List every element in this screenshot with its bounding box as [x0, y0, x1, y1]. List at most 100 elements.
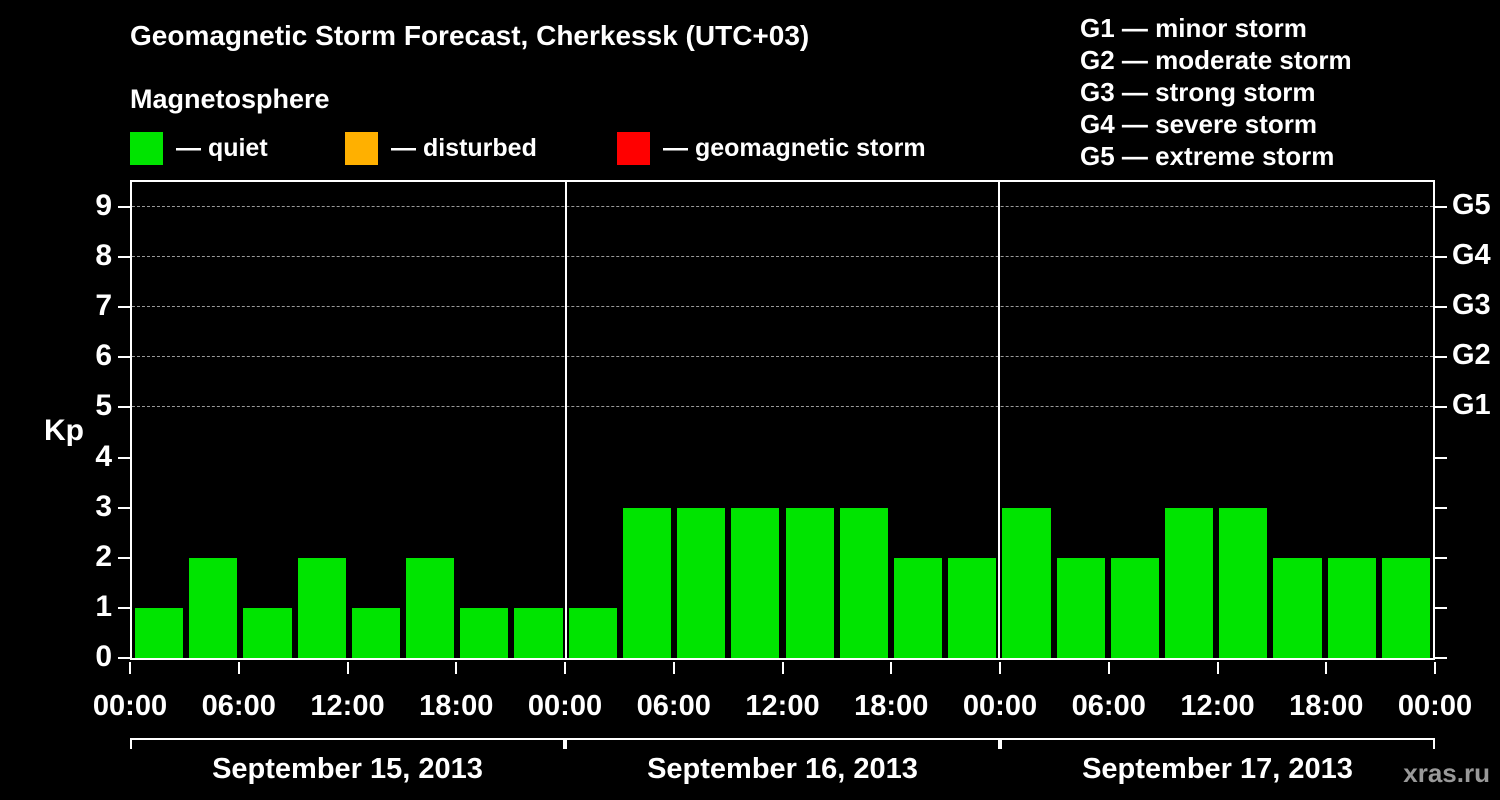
day-separator-line [564, 182, 567, 658]
date-label: September 17, 2013 [1082, 753, 1353, 785]
legend-item-geomagnetic-storm: — geomagnetic storm [617, 132, 926, 165]
kp-bar [1002, 507, 1051, 658]
day-separator-line [998, 182, 1001, 658]
y-tick-mark-right [1435, 256, 1447, 259]
x-axis-tick-label: 06:00 [636, 690, 711, 722]
y-axis-tick-label: 9 [95, 189, 112, 223]
kp-bar [135, 607, 184, 658]
kp-bar [1110, 557, 1159, 658]
y-tick-mark-left [118, 206, 130, 209]
storm-scale-line-g2: G2 — moderate storm [1080, 45, 1352, 75]
y-tick-mark-left [118, 356, 130, 359]
y-tick-mark-left [118, 456, 130, 459]
kp-bar [677, 507, 726, 658]
x-tick-mark [237, 662, 240, 674]
page-title: Geomagnetic Storm Forecast, Cherkessk (U… [130, 20, 810, 51]
gridline-kp-7 [132, 306, 1433, 308]
x-tick-mark [781, 662, 784, 674]
x-tick-mark [346, 662, 349, 674]
x-axis-tick-label: 00:00 [1397, 690, 1473, 722]
x-axis-tick-label: 06:00 [1071, 690, 1146, 722]
y-tick-mark-right [1435, 406, 1447, 409]
x-axis-tick-label: 00:00 [92, 690, 168, 722]
y-axis-tick-label: 0 [95, 640, 112, 673]
kp-bar [189, 557, 238, 658]
y-tick-mark-left [118, 506, 130, 509]
kp-bar [568, 607, 617, 658]
kp-bar [1219, 507, 1268, 658]
storm-scale-line-g5: G5 — extreme storm [1080, 141, 1335, 171]
x-tick-mark [564, 662, 566, 674]
x-tick-mark [129, 662, 131, 674]
storm-scale-line-g4: G4 — severe storm [1080, 109, 1318, 139]
y-axis-tick-label: 7 [95, 289, 112, 323]
y-tick-mark-right [1435, 456, 1447, 459]
y-tick-mark-left [118, 657, 130, 659]
kp-bar [297, 557, 346, 658]
kp-bar [1381, 557, 1430, 658]
kp-bar [839, 507, 888, 658]
y-axis-title: Kp [44, 414, 84, 447]
x-axis-tick-label: 00:00 [527, 690, 603, 722]
right-axis-label-g2: G2 [1452, 339, 1491, 372]
right-axis-label-g5: G5 [1452, 189, 1491, 222]
y-axis-tick-label: 6 [95, 339, 112, 373]
gridline-kp-8 [132, 256, 1433, 258]
kp-bar [1273, 557, 1322, 658]
kp-bar [243, 607, 292, 658]
legend-label-geomagnetic-storm: — geomagnetic storm [663, 134, 926, 162]
storm-scale-legend: G1 — minor storm G2 — moderate storm G3 — … [1080, 12, 1352, 172]
x-axis-tick-label: 12:00 [310, 690, 385, 722]
date-bracket [130, 738, 565, 749]
chart-plot-area [130, 180, 1435, 660]
legend-item-disturbed: — disturbed [345, 132, 537, 165]
kp-bar [514, 607, 563, 658]
y-tick-mark-right [1435, 356, 1447, 359]
legend-item-quiet: — quiet [130, 132, 268, 165]
x-axis-tick-label: 06:00 [201, 690, 276, 722]
legend-label-quiet: — quiet [176, 134, 268, 162]
x-tick-mark [672, 662, 675, 674]
watermark: xras.ru [1403, 758, 1490, 788]
date-label: September 15, 2013 [212, 753, 483, 785]
y-tick-mark-left [118, 406, 130, 409]
y-axis-tick-label: 1 [95, 589, 112, 623]
y-axis-tick-label: 8 [95, 239, 112, 273]
y-tick-mark-right [1435, 556, 1447, 559]
date-bracket [565, 738, 1000, 749]
legend-swatch-geomagnetic-storm-icon [617, 132, 650, 165]
x-axis-tick-label: 12:00 [745, 690, 820, 722]
x-tick-mark [999, 662, 1001, 674]
kp-bar [622, 507, 672, 658]
kp-bar [731, 507, 780, 658]
date-label: September 16, 2013 [647, 753, 918, 785]
x-axis-tick-label: 12:00 [1180, 690, 1255, 722]
magnetosphere-label: Magnetosphere [130, 84, 330, 114]
storm-scale-line-g3: G3 — strong storm [1080, 77, 1316, 107]
x-tick-mark [890, 662, 893, 674]
y-tick-mark-right [1435, 506, 1447, 509]
right-axis-label-g1: G1 [1452, 389, 1491, 422]
right-axis-label-g3: G3 [1452, 289, 1491, 322]
kp-bar [406, 557, 455, 658]
kp-bar [948, 557, 997, 658]
x-tick-mark [1434, 662, 1436, 674]
x-axis-tick-label: 00:00 [962, 690, 1038, 722]
kp-bar [1056, 557, 1105, 658]
y-tick-mark-left [118, 556, 130, 559]
y-tick-mark-right [1435, 657, 1447, 659]
gridline-kp-6 [132, 356, 1433, 358]
x-tick-mark [1325, 662, 1328, 674]
storm-scale-line-g1: G1 — minor storm [1080, 13, 1307, 43]
x-axis-tick-label: 18:00 [854, 690, 929, 722]
y-tick-mark-right [1435, 606, 1447, 609]
y-tick-mark-right [1435, 306, 1447, 309]
x-tick-mark [1107, 662, 1110, 674]
y-axis-tick-label: 2 [95, 539, 112, 573]
gridline-kp-5 [132, 406, 1433, 408]
legend-swatch-quiet-icon [130, 132, 163, 165]
right-axis-label-g4: G4 [1452, 239, 1491, 272]
y-tick-mark-left [118, 606, 130, 609]
kp-bar [1327, 557, 1376, 658]
